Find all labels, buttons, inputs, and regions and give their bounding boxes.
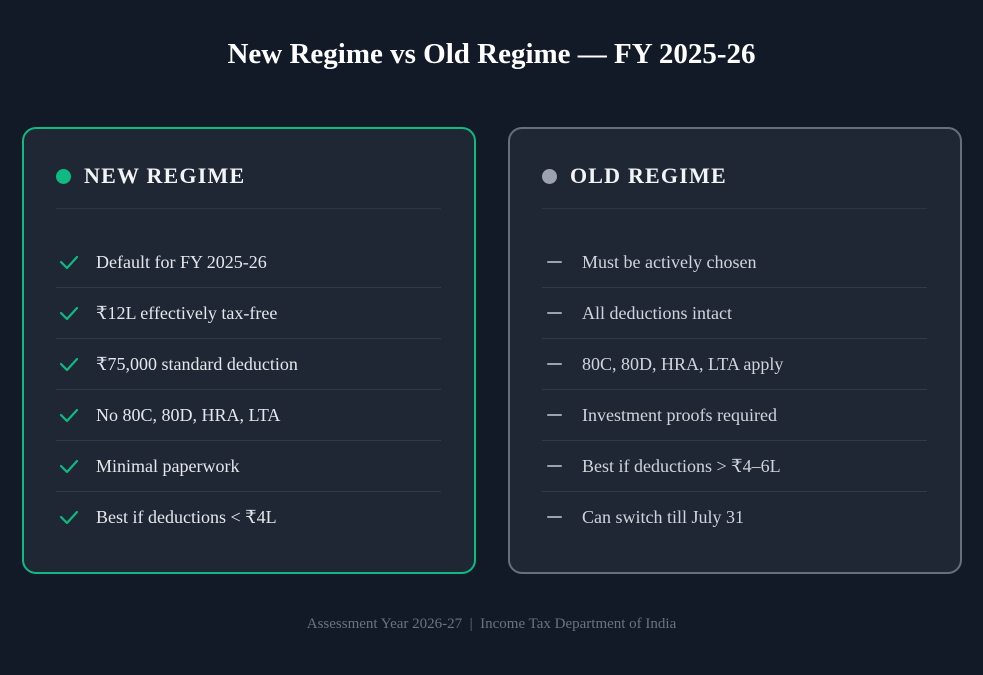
icon-stroke [59, 459, 79, 474]
icon-stroke [59, 357, 79, 372]
footer: Assessment Year 2026-27 | Income Tax Dep… [306, 616, 677, 632]
dash-icon [542, 354, 582, 374]
icon-graphic [547, 312, 562, 314]
icon-graphic [547, 465, 562, 467]
item-text: Must be actively chosen [582, 251, 757, 272]
icon-graphic [59, 459, 79, 474]
item-text: Can switch till July 31 [582, 506, 744, 527]
dash-icon [542, 456, 582, 476]
check-icon [56, 456, 96, 476]
item-row: Best if deductions < ₹4L [56, 492, 441, 542]
icon-graphic [59, 408, 79, 423]
dash-icon [542, 507, 582, 527]
icon-graphic [59, 510, 79, 525]
item-row: Minimal paperwork [56, 441, 441, 492]
icon-stroke [59, 255, 79, 270]
item-text: ₹75,000 standard deduction [96, 353, 298, 374]
item-row: Must be actively chosen [542, 237, 927, 288]
item-row: Investment proofs required [542, 390, 927, 441]
icon-stroke [59, 510, 79, 525]
old-regime-card: OLD REGIME Must be actively chosen All de… [508, 127, 962, 574]
check-icon [56, 405, 96, 425]
icon-graphic [547, 363, 562, 365]
item-row: ₹75,000 standard deduction [56, 339, 441, 390]
status-dot [542, 168, 557, 184]
item-text: Best if deductions > ₹4–6L [582, 455, 781, 476]
dash-icon [542, 252, 582, 272]
icon-graphic [59, 306, 79, 321]
item-text: Investment proofs required [582, 404, 777, 425]
item-row: ₹12L effectively tax-free [56, 288, 441, 339]
item-text: Best if deductions < ₹4L [96, 506, 277, 527]
item-text: 80C, 80D, HRA, LTA apply [582, 353, 784, 374]
divider [56, 208, 441, 209]
icon-graphic [547, 414, 562, 416]
card-header: NEW REGIME [56, 161, 245, 191]
dash-icon [542, 303, 582, 323]
item-text: All deductions intact [582, 302, 732, 323]
item-text: No 80C, 80D, HRA, LTA [96, 404, 281, 425]
item-row: 80C, 80D, HRA, LTA apply [542, 339, 927, 390]
icon-graphic [59, 357, 79, 372]
item-row: Best if deductions > ₹4–6L [542, 441, 927, 492]
new-regime-card: NEW REGIME Default for FY 2025-26 ₹12L ef… [22, 127, 476, 574]
item-list: Default for FY 2025-26 ₹12L effectively t… [56, 237, 441, 542]
icon-stroke [59, 408, 79, 423]
check-icon [56, 303, 96, 323]
dash-icon [542, 405, 582, 425]
item-row: Default for FY 2025-26 [56, 237, 441, 288]
check-icon [56, 507, 96, 527]
item-row: All deductions intact [542, 288, 927, 339]
card-heading: OLD REGIME [570, 163, 727, 188]
card-heading: NEW REGIME [84, 163, 246, 188]
check-icon [56, 252, 96, 272]
item-text: ₹12L effectively tax-free [96, 302, 278, 323]
item-text: Default for FY 2025-26 [96, 251, 267, 272]
item-row: Can switch till July 31 [542, 492, 927, 542]
icon-graphic [59, 255, 79, 270]
item-text: Minimal paperwork [96, 455, 240, 476]
item-row: No 80C, 80D, HRA, LTA [56, 390, 441, 441]
icon-stroke [59, 306, 79, 321]
status-dot [56, 168, 71, 184]
icon-graphic [547, 516, 562, 518]
page-title: New Regime vs Old Regime — FY 2025-26 [227, 38, 756, 70]
check-icon [56, 354, 96, 374]
item-list: Must be actively chosen All deductions in… [542, 237, 927, 542]
divider [542, 208, 927, 209]
icon-graphic [547, 261, 562, 263]
card-header: OLD REGIME [542, 161, 727, 191]
